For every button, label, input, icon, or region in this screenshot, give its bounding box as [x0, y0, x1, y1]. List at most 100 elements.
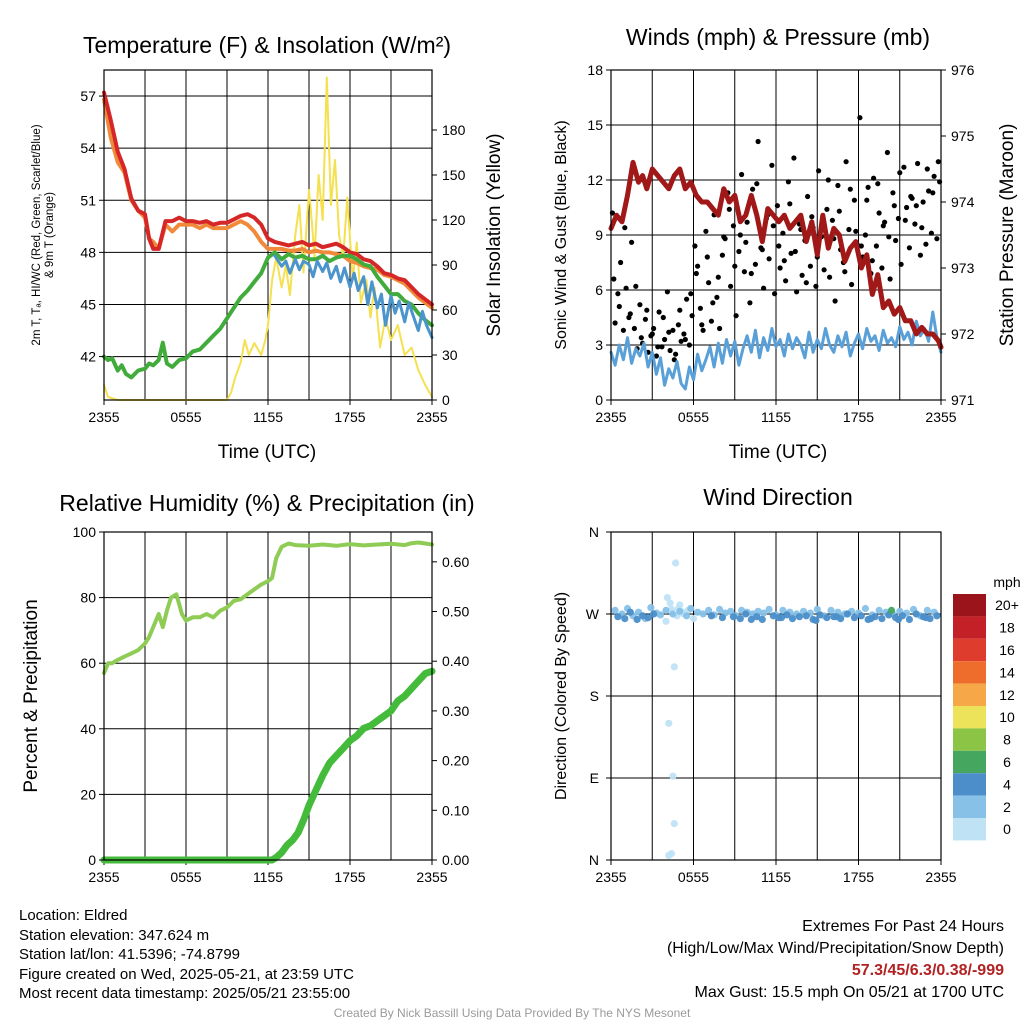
x-tick-label: 1755: [843, 409, 874, 425]
direction-point: [705, 606, 713, 615]
colorbar-label: 10: [999, 709, 1015, 725]
gust-point: [631, 325, 638, 332]
direction-point: [663, 594, 672, 602]
y-tick-label: 100: [73, 524, 97, 540]
y-tick-label: 57: [80, 88, 96, 104]
direction-point: [813, 605, 821, 614]
gust-point: [673, 351, 679, 357]
y-tick-label: 40: [80, 721, 96, 737]
gust-point: [651, 325, 657, 332]
gust-point: [906, 245, 913, 251]
direction-point: [788, 615, 797, 623]
gust-point: [726, 206, 732, 212]
gust-point: [807, 263, 814, 269]
station-info: Location: Eldred Station elevation: 347.…: [19, 906, 354, 1004]
gust-point: [890, 190, 896, 196]
direction-point: [621, 615, 629, 623]
x-tick-label: 1755: [843, 869, 874, 885]
extremes-values: 57.3/45/6.3/0.38/-999: [851, 962, 1004, 979]
x-tick-label: 1155: [253, 409, 283, 425]
direction-point: [765, 605, 773, 614]
gust-point: [891, 203, 897, 209]
colorbar-swatch: [953, 638, 986, 662]
gust-point: [805, 193, 811, 200]
gust-point: [871, 175, 877, 181]
gust-point: [737, 232, 743, 238]
gust-point: [670, 327, 676, 333]
y-tick-label: E: [590, 770, 599, 786]
gust-point: [920, 199, 926, 205]
gust-point: [666, 329, 672, 335]
extremes-legend: (High/Low/Max Wind/Precipitation/Snow De…: [666, 940, 1004, 957]
x-axis-label: Time (UTC): [218, 442, 317, 463]
gust-point: [791, 155, 797, 161]
y2-axis-label: Station Pressure (Maroon): [997, 124, 1018, 347]
y2-tick-label: 0.00: [442, 852, 469, 868]
gust-point: [681, 331, 687, 337]
gust-point: [865, 184, 871, 190]
x-tick-label: 2355: [416, 409, 447, 425]
gust-point: [699, 322, 705, 328]
y2-tick-label: 0.20: [442, 753, 469, 769]
max-gust: Max Gust: 15.5 mph On 05/21 at 1700 UTC: [694, 984, 1005, 1001]
y-tick-label: 3: [595, 337, 603, 353]
gust-point: [919, 225, 925, 231]
y-tick-label: S: [590, 688, 599, 704]
gust-point: [876, 210, 882, 216]
x-tick-label: 2355: [88, 409, 119, 425]
gust-point: [656, 309, 662, 315]
station-elevation: Station elevation: 347.624 m: [19, 926, 210, 944]
y-tick-label: 6: [595, 282, 603, 298]
colorbar-label: 0: [1003, 821, 1011, 837]
y2-tick-label: 0.30: [442, 703, 469, 719]
x-tick-label: 0555: [170, 409, 201, 425]
x-tick-label: 2355: [88, 869, 119, 885]
direction-point: [689, 615, 698, 623]
gust-point: [719, 252, 726, 258]
direction-point: [736, 615, 744, 623]
direction-point: [812, 616, 820, 625]
gust-point: [695, 263, 701, 269]
x-tick-label: 1755: [334, 409, 365, 425]
gust-point: [655, 344, 661, 350]
gust-point: [783, 278, 789, 284]
y-tick-label: W: [586, 606, 600, 622]
direction-point: [650, 610, 658, 618]
gust-point: [708, 318, 715, 324]
direction-point: [850, 614, 859, 622]
gust-point: [803, 280, 809, 286]
y-tick-label: N: [589, 852, 599, 868]
direction-point: [894, 615, 903, 624]
y-axis-label: Sonic Wind & Gust (Blue, Black): [553, 120, 570, 349]
gust-point: [873, 243, 880, 249]
temperature-panel: 2355 0555 1155 1755 2355 42 45 48 51 54 57 0 30 60 90 1…: [31, 32, 505, 463]
gust-point: [644, 307, 650, 313]
y-tick-label: 9: [595, 227, 603, 243]
y-tick-label: 18: [587, 62, 603, 78]
direction-point: [802, 612, 810, 620]
gust-point: [620, 327, 627, 333]
direction-point: [683, 612, 691, 620]
y-axis-label: & 9m T (Orange): [44, 192, 56, 278]
gust-point: [928, 230, 935, 236]
gust-point: [766, 256, 772, 262]
direction-point: [783, 611, 791, 619]
y2-tick-label: 150: [442, 167, 466, 183]
winds-series-line: [608, 159, 944, 350]
y-tick-label: 60: [80, 655, 96, 671]
gust-point: [875, 181, 881, 187]
gust-point: [780, 230, 786, 236]
direction-point: [662, 606, 670, 615]
direction-point: [747, 615, 755, 624]
direction-point: [669, 772, 677, 780]
direction-point: [923, 606, 931, 615]
direction-point: [670, 663, 678, 671]
y2-tick-label: 0: [442, 392, 450, 408]
direction-point: [753, 613, 761, 621]
direction-point: [694, 608, 702, 616]
gust-point: [913, 203, 919, 209]
gust-point: [622, 225, 628, 231]
recent-data-timestamp: Most recent data timestamp: 2025/05/21 2…: [19, 985, 351, 1003]
direction-point: [626, 608, 634, 616]
gust-point: [736, 248, 742, 255]
